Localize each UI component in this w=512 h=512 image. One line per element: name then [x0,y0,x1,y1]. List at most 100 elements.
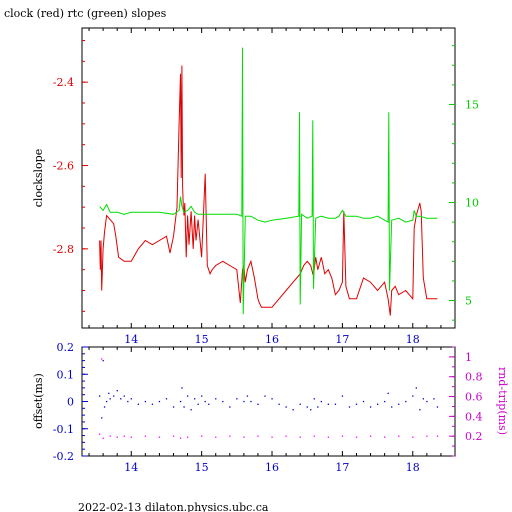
rndtrip-point [436,435,439,437]
offset-point [419,409,421,411]
x-tick-label: 18 [406,333,420,346]
y-tick-label-right: 1 [465,351,472,364]
y-tick-label-left: -0.2 [53,450,74,463]
offset-point [246,395,249,397]
x-tick-label: 15 [195,333,209,346]
offset-point [243,400,245,403]
y-tick-label-right: 15 [465,98,479,111]
offset-point [436,406,439,408]
offset-point [299,403,301,405]
rndtrip-point [123,435,125,437]
offset-point [165,398,168,400]
y-tick-label-right: 0.2 [465,430,483,443]
offset-point [98,395,101,397]
offset-point [158,400,161,403]
offset-point [116,390,118,392]
y-tick-label-left: 0 [67,396,74,409]
offset-point [320,400,322,403]
offset-point [292,409,294,411]
rndtrip-point [215,436,217,438]
y-tick-label-left: -2.8 [53,243,74,256]
offset-point [317,406,319,408]
offset-point [101,417,103,419]
offset-point [334,403,337,405]
rndtrip-point [327,436,330,438]
offset-point [422,398,425,400]
y-tick-label-right: 5 [465,295,472,308]
offset-point [415,387,417,389]
y-tick-label-left: 0.2 [57,341,75,354]
offset-point [108,392,110,395]
offset-point [215,398,217,400]
rndtrip-point [101,358,103,360]
series [98,358,439,439]
rtc-series-line [99,47,438,315]
slopes-panel: clock (red) rtc (green) slopes clockslop… [4,7,479,346]
offset-point [144,400,147,403]
rndtrip-point [172,435,175,437]
offset-point [257,403,259,405]
y-tick-label-right: 0.4 [465,410,483,423]
rndtrip-point [271,436,273,438]
axes: 14 15 16 17 18 -2.4 -2.6 -2.8 5 10 15 [53,28,479,346]
offset-point [341,395,344,397]
rndtrip-point [109,435,111,437]
offset-point [391,406,393,408]
offset-point [398,403,400,405]
offset-point [426,400,428,403]
x-tick-label: 14 [124,333,138,346]
offset-point [181,387,183,389]
offset-point [412,395,414,397]
clock-series-line [99,65,438,316]
rndtrip-point [158,436,161,438]
rndtrip-point [102,437,104,439]
rndtrip-point [369,435,372,437]
offset-point [179,400,182,403]
y-tick-label-left: -2.4 [53,76,74,89]
offset-point [106,400,108,403]
offset-point [103,406,106,408]
offset-point [190,409,192,411]
offset-point [123,395,125,397]
x-tick-label: 14 [124,461,138,474]
rndtrip-point [313,435,315,437]
offset-point [113,395,115,397]
rndtrip-point [341,435,344,437]
offset-point [362,400,365,403]
series [99,47,438,316]
offset-point [369,406,372,408]
offset-point [120,398,122,400]
rndtrip-point [186,436,189,438]
x-tick-label: 16 [265,333,279,346]
offset-point [306,406,308,408]
offset-point [109,398,111,400]
offset-point [137,403,140,405]
rndtrip-point [257,435,259,437]
offset-point [197,403,199,405]
rndtrip-point [179,437,182,439]
offset-point [278,403,280,405]
y-tick-label-left: -0.1 [53,423,74,436]
y-tick-label-right: 10 [465,197,479,210]
offset-point [355,403,358,405]
y-tick-label-right: 0.6 [465,391,483,404]
offset-point [130,398,132,400]
y-tick-label-left: -2.6 [53,160,74,173]
y-tick-label-left: 0.1 [57,368,75,381]
rndtrip-point [98,433,101,435]
offset-point [194,398,196,400]
rndtrip-point [201,435,203,437]
offset-point [313,398,315,400]
offset-point [204,400,206,403]
offset-point [433,398,435,400]
rndtrip-point [130,436,132,438]
offset-point [208,403,210,405]
offset-point [384,400,386,403]
offset-point [405,400,407,403]
rndtrip-point [285,435,287,437]
offset-point [387,392,389,395]
rndtrip-point [299,436,301,438]
chart-title: clock (red) rtc (green) slopes [4,7,167,20]
